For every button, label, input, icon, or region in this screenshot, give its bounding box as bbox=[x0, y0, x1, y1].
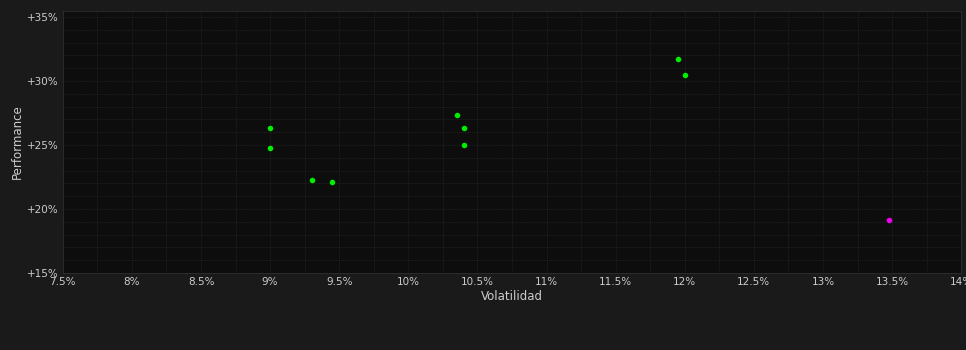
Y-axis label: Performance: Performance bbox=[11, 104, 24, 179]
X-axis label: Volatilidad: Volatilidad bbox=[481, 290, 543, 303]
